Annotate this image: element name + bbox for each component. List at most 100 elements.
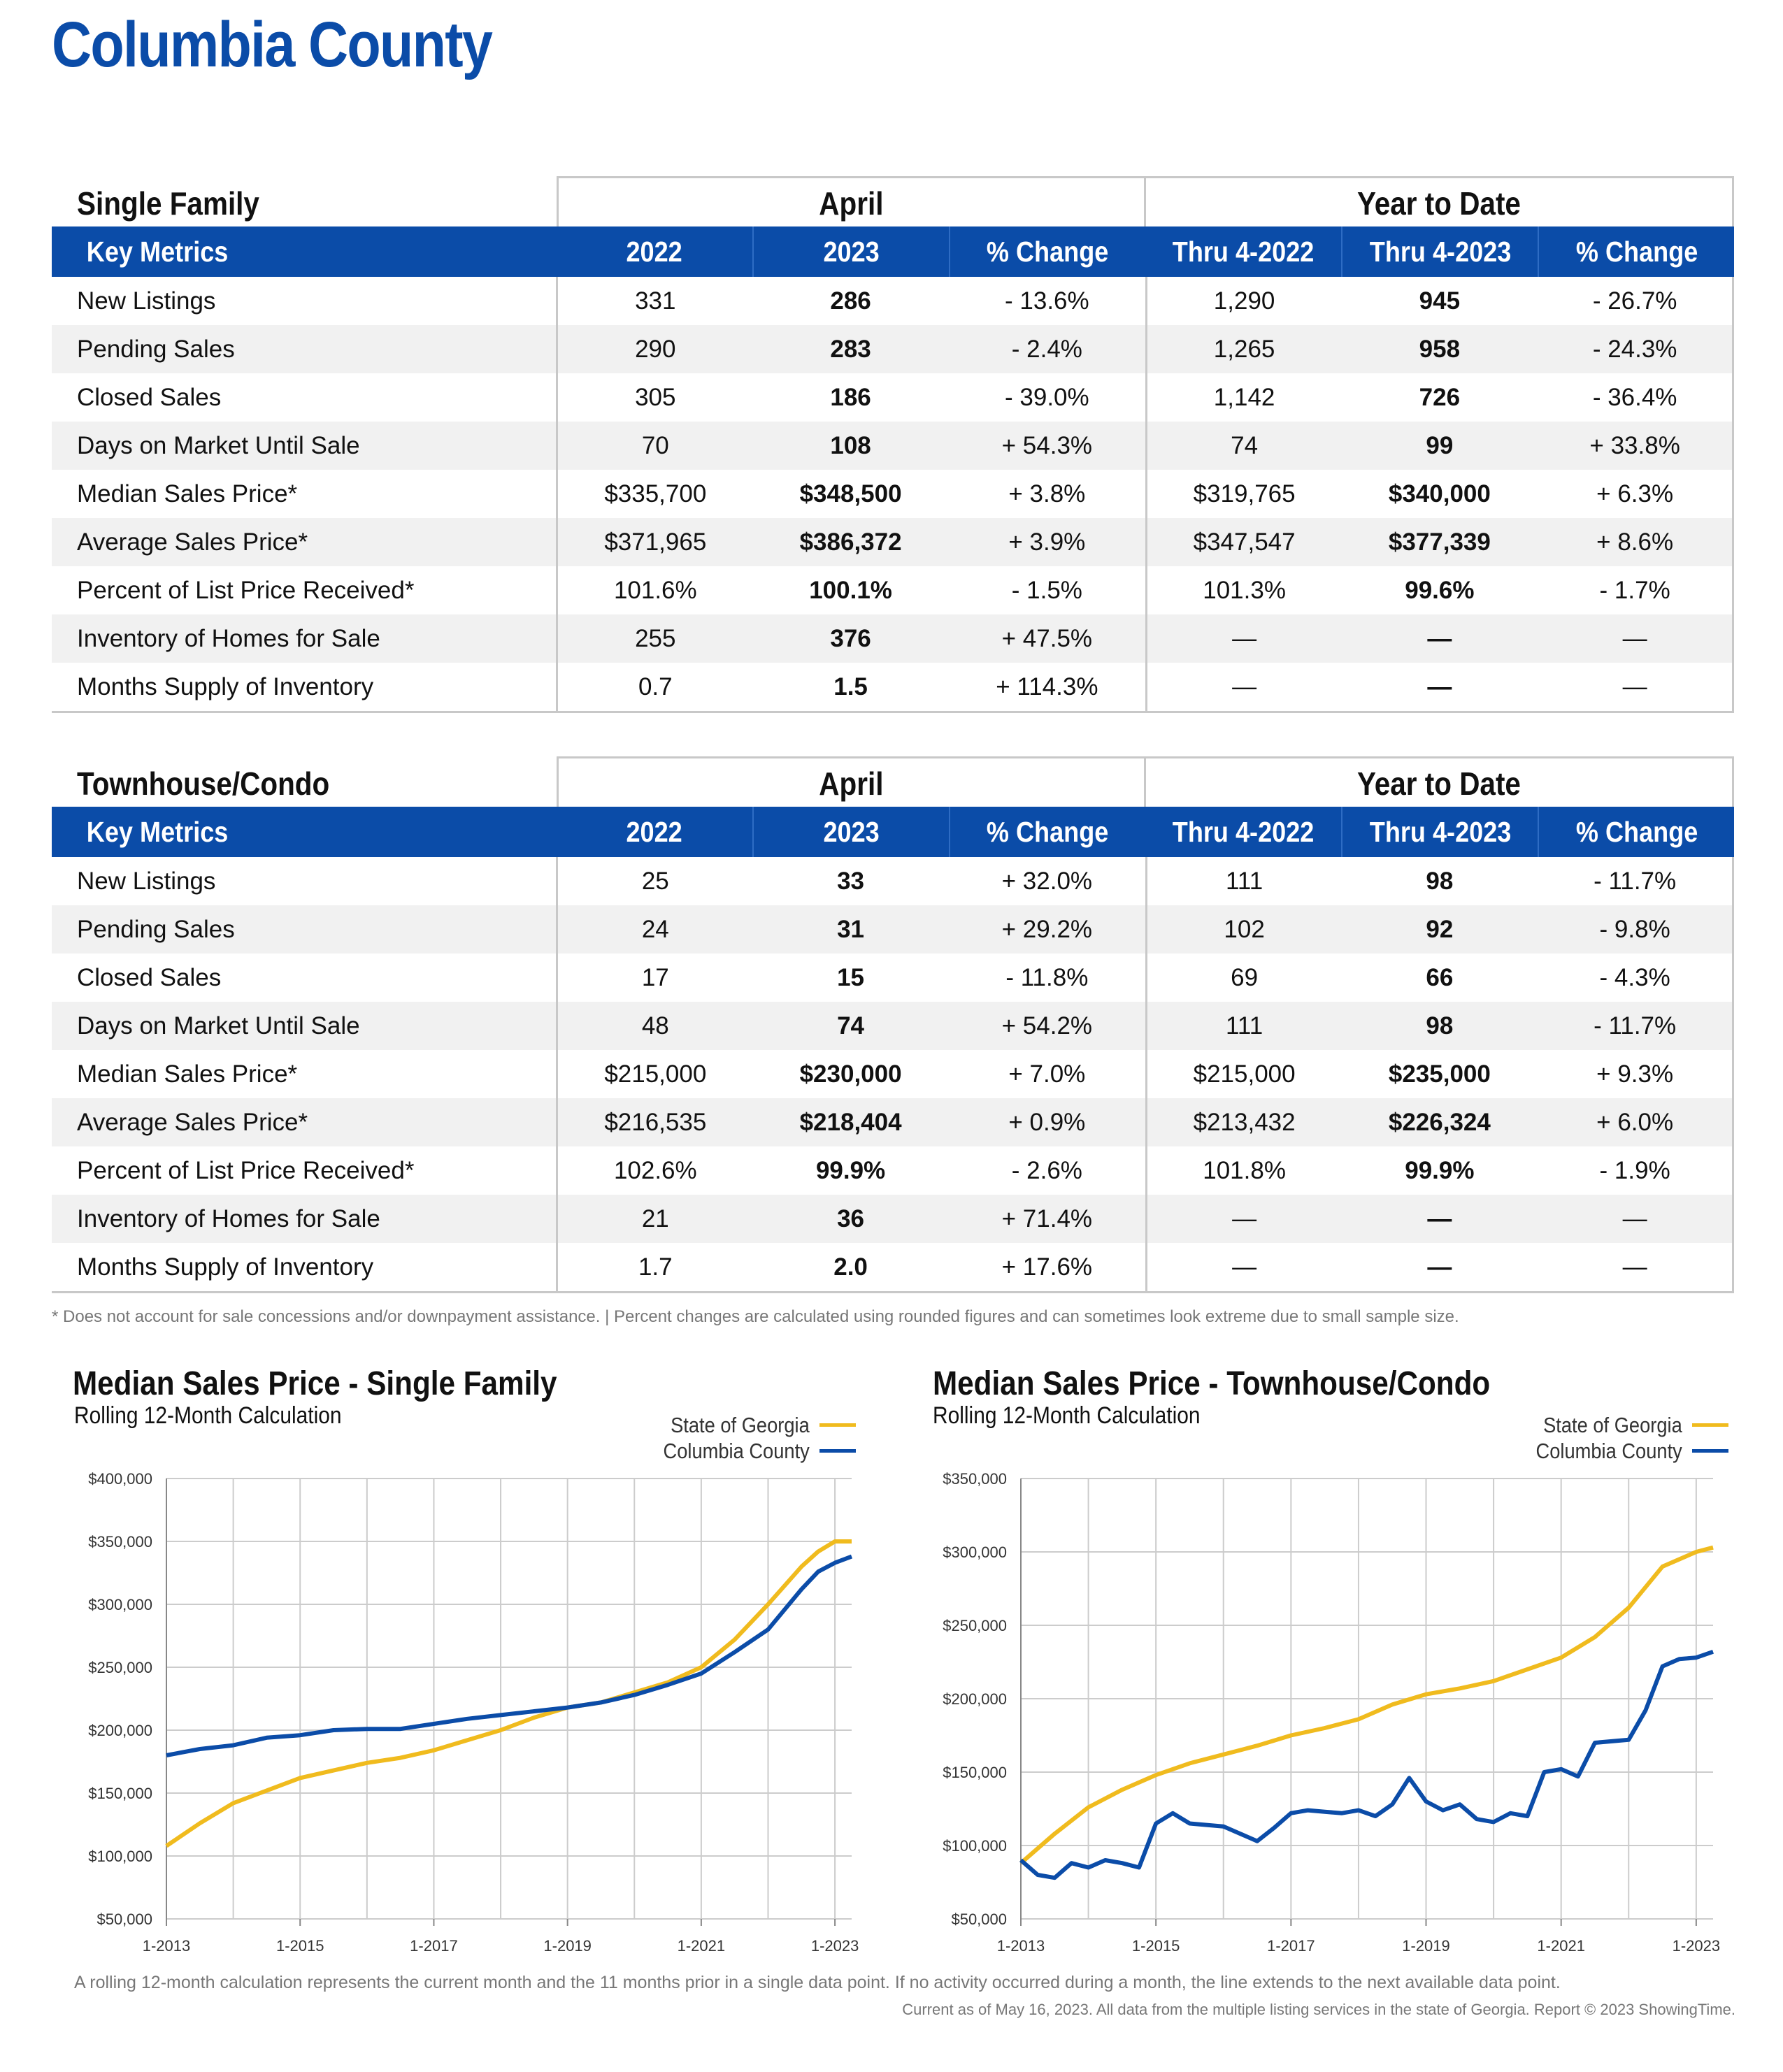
x-tick-label: 1-2019 xyxy=(1402,1937,1450,1955)
metric-label: Average Sales Price* xyxy=(77,1109,308,1136)
metric-value: + 114.3% xyxy=(996,673,1098,700)
y-tick-label: $50,000 xyxy=(951,1911,1007,1928)
metric-value: + 71.4% xyxy=(1001,1205,1093,1232)
metric-value: 186 xyxy=(830,384,871,411)
metric-value: - 2.6% xyxy=(1011,1157,1082,1184)
metric-value: — xyxy=(1427,673,1452,700)
column-header: Thru 4-2023 xyxy=(1341,807,1538,857)
metric-label: Percent of List Price Received* xyxy=(77,577,415,604)
metric-value: $386,372 xyxy=(799,528,902,556)
y-tick-label: $200,000 xyxy=(88,1722,152,1739)
single-family-table: Single Family April Year to Date Key Met… xyxy=(52,176,1735,713)
y-tick-label: $400,000 xyxy=(88,1470,152,1488)
metric-value: 99 xyxy=(1426,432,1454,459)
page-title: Columbia County xyxy=(52,9,493,80)
table-body: New Listings 331 286 - 13.6% 1,290 945 - 26.7%… xyxy=(52,277,1735,713)
y-tick-label: $350,000 xyxy=(88,1533,152,1551)
column-header: % Change xyxy=(948,226,1145,277)
legend-item-state: State of Georgia xyxy=(643,1412,856,1438)
column-header: % Change xyxy=(948,807,1145,857)
metric-value: - 36.4% xyxy=(1538,373,1735,422)
table-row: Closed Sales 17 15 - 11.8% 69 66 - 4.3% xyxy=(52,954,1735,1002)
metric-value: + 6.3% xyxy=(1538,470,1735,518)
table-row: Average Sales Price* $371,965 $386,372 + 3.… xyxy=(52,518,1735,566)
metric-label: Median Sales Price* xyxy=(77,480,298,508)
section-label: Single Family xyxy=(77,185,259,222)
metric-value: 99.9% xyxy=(1405,1157,1475,1184)
table-row: Median Sales Price* $335,700 $348,500 + 3.8… xyxy=(52,470,1735,518)
footnote: * Does not account for sale concessions … xyxy=(52,1307,1459,1326)
metric-value: $213,432 xyxy=(1145,1098,1342,1146)
group-month: April xyxy=(557,176,1146,226)
metric-value: - 9.8% xyxy=(1538,905,1735,954)
x-tick-label: 1-2015 xyxy=(276,1937,324,1955)
metric-value: 945 xyxy=(1419,287,1461,315)
chart-legend-townhouse-condo: State of Georgia Columbia County xyxy=(1516,1412,1728,1464)
metric-value: 102 xyxy=(1145,905,1342,954)
column-header: 2023 xyxy=(752,807,949,857)
metric-value: + 54.2% xyxy=(1001,1012,1093,1039)
metric-value: 108 xyxy=(830,432,871,459)
metric-value: + 0.9% xyxy=(1008,1109,1086,1136)
table-row: Inventory of Homes for Sale 21 36 + 71.4% — —… xyxy=(52,1195,1735,1243)
metric-value: 290 xyxy=(556,325,752,373)
column-header-bar: Key Metrics 2022 2023% Change Thru 4-2022 Th… xyxy=(52,807,1734,857)
column-header: Thru 4-2023 xyxy=(1341,226,1538,277)
metric-value: - 4.3% xyxy=(1538,954,1735,1002)
metric-label: Inventory of Homes for Sale xyxy=(77,1205,380,1232)
table-row: Inventory of Homes for Sale 255 376 + 47.5%… xyxy=(52,614,1735,663)
table-row: Pending Sales 290 283 - 2.4% 1,265 958 - 24.3% xyxy=(52,325,1735,373)
metric-value: - 1.7% xyxy=(1538,566,1735,614)
metric-value: 74 xyxy=(1145,422,1342,470)
metric-value: + 17.6% xyxy=(1001,1253,1093,1281)
metric-value: $319,765 xyxy=(1145,470,1342,518)
metric-value: - 11.7% xyxy=(1538,1002,1735,1050)
table-row: Days on Market Until Sale 48 74 + 54.2% 111 9… xyxy=(52,1002,1735,1050)
metric-value: 2.0 xyxy=(833,1253,868,1281)
x-tick-label: 1-2021 xyxy=(678,1937,726,1955)
metric-value: $235,000 xyxy=(1388,1060,1491,1088)
legend-item-county: Columbia County xyxy=(1516,1438,1728,1464)
metric-value: - 26.7% xyxy=(1538,277,1735,325)
metric-value: — xyxy=(1145,1195,1342,1243)
metric-value: $216,535 xyxy=(556,1098,752,1146)
metric-value: — xyxy=(1538,663,1735,711)
metric-value: 24 xyxy=(556,905,752,954)
x-tick-label: 1-2013 xyxy=(143,1937,191,1955)
metric-label: Percent of List Price Received* xyxy=(77,1157,415,1184)
metric-value: 101.6% xyxy=(556,566,752,614)
metric-value: $226,324 xyxy=(1388,1109,1491,1136)
metric-label: Median Sales Price* xyxy=(77,1060,298,1088)
y-tick-label: $300,000 xyxy=(88,1596,152,1613)
metric-value: 21 xyxy=(556,1195,752,1243)
metric-value: $340,000 xyxy=(1388,480,1491,508)
y-tick-label: $300,000 xyxy=(943,1544,1007,1561)
metric-label: Inventory of Homes for Sale xyxy=(77,625,380,652)
metric-value: 1,265 xyxy=(1145,325,1342,373)
y-tick-label: $50,000 xyxy=(96,1911,152,1928)
metric-value: 283 xyxy=(830,336,871,363)
metric-label: Pending Sales xyxy=(77,916,235,943)
metric-value: 331 xyxy=(556,277,752,325)
chart-subtitle-single-family: Rolling 12-Month Calculation xyxy=(74,1402,342,1429)
metric-value: + 54.3% xyxy=(1001,432,1093,459)
column-header: 2023 xyxy=(752,226,949,277)
metric-label: Average Sales Price* xyxy=(77,528,308,556)
group-month: April xyxy=(557,756,1146,807)
metric-value: 25 xyxy=(556,857,752,905)
x-tick-label: 1-2021 xyxy=(1537,1937,1585,1955)
metric-value: 33 xyxy=(837,868,865,895)
metric-value: + 33.8% xyxy=(1538,422,1735,470)
metric-value: $371,965 xyxy=(556,518,752,566)
metric-label: Closed Sales xyxy=(77,964,222,991)
metric-value: - 39.0% xyxy=(1005,384,1089,411)
y-tick-label: $350,000 xyxy=(943,1470,1007,1488)
metric-label: Pending Sales xyxy=(77,336,235,363)
metric-value: — xyxy=(1427,1253,1452,1281)
legend-swatch-state xyxy=(1692,1423,1728,1427)
metric-value: $377,339 xyxy=(1388,528,1491,556)
metric-value: 101.8% xyxy=(1145,1146,1342,1195)
metric-value: 17 xyxy=(556,954,752,1002)
metric-value: 69 xyxy=(1145,954,1342,1002)
metric-value: — xyxy=(1427,625,1452,652)
